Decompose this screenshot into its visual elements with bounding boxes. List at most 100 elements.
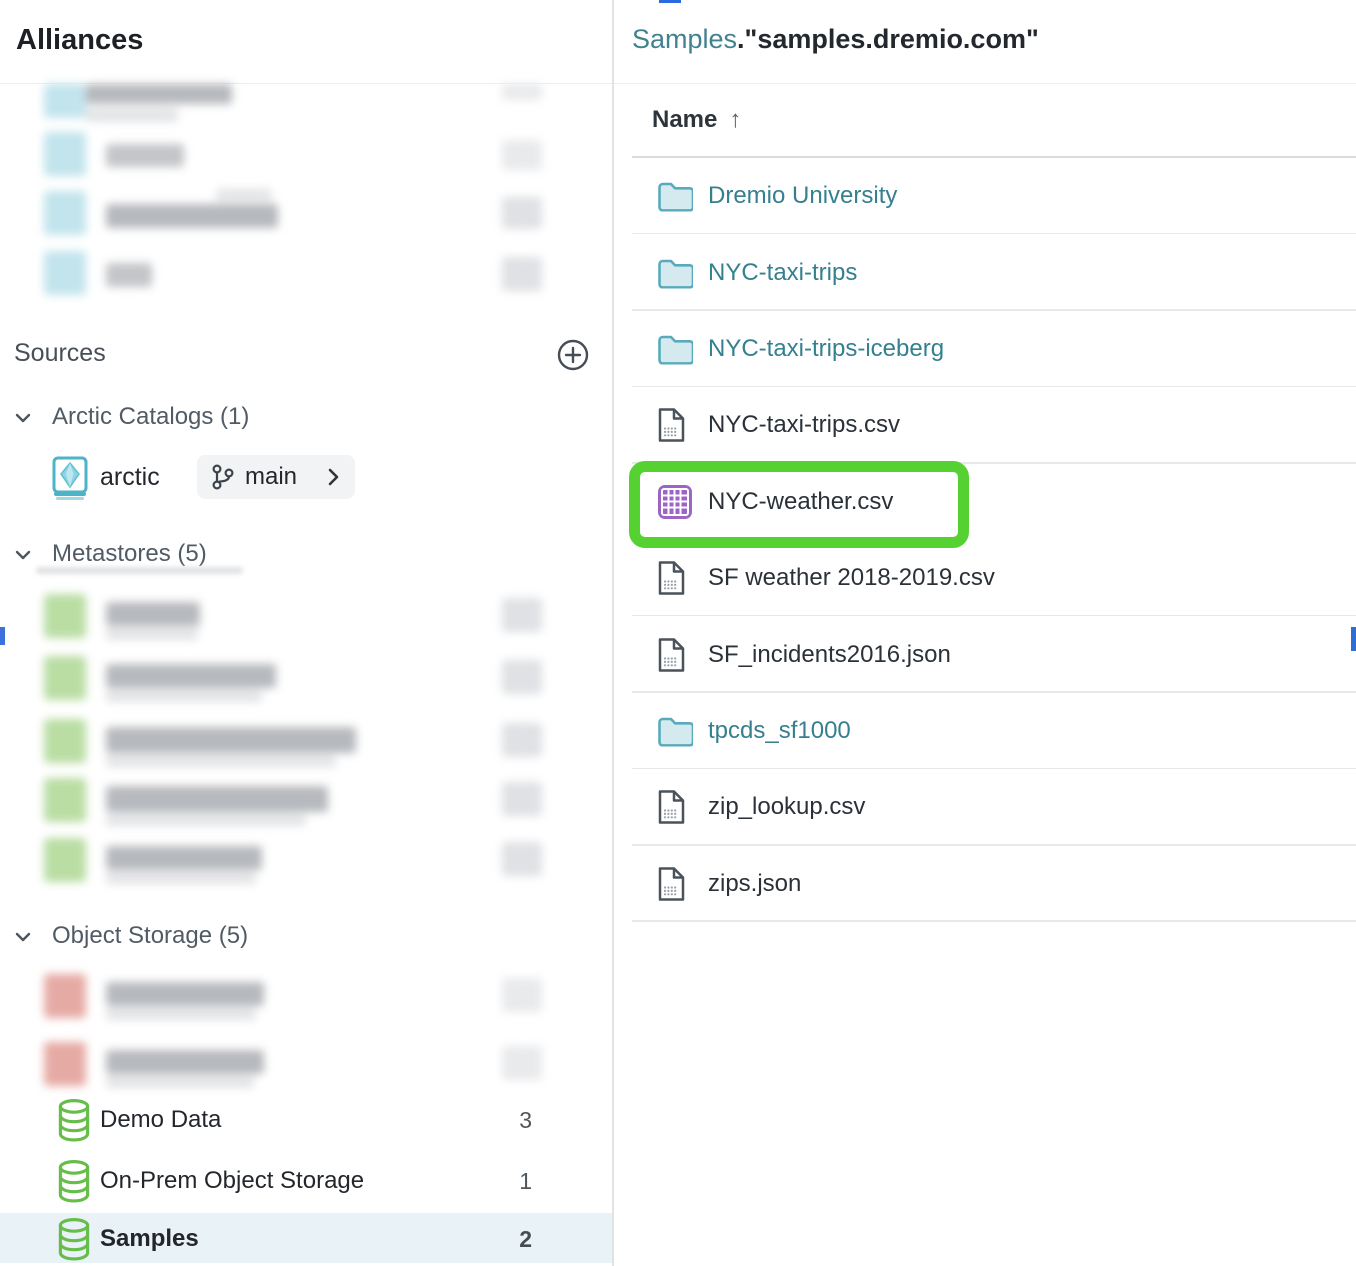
sidebar-item-demo-data[interactable]: Demo Data 3 xyxy=(0,1094,612,1146)
git-branch-icon xyxy=(210,463,236,496)
redacted-metastore-icon xyxy=(44,719,86,763)
redacted-storage-icon xyxy=(44,1042,86,1086)
database-icon xyxy=(56,1159,92,1208)
section-object-storage[interactable]: Object Storage (5) xyxy=(0,917,612,957)
entry-name[interactable]: NYC-taxi-trips-iceberg xyxy=(708,334,945,362)
source-name[interactable]: arctic xyxy=(100,463,160,491)
source-name[interactable]: Demo Data xyxy=(100,1106,222,1133)
sidebar-item-on-prem-object-storage[interactable]: On-Prem Object Storage 1 xyxy=(0,1155,612,1207)
folder-icon xyxy=(656,715,693,747)
book-iceberg-icon xyxy=(50,455,90,506)
redacted-storage-row[interactable] xyxy=(0,972,612,1022)
redacted-underline xyxy=(36,567,243,574)
branch-name: main xyxy=(245,463,298,490)
breadcrumb: Samples."samples.dremio.com" xyxy=(632,24,1039,55)
table-grid-icon xyxy=(656,483,694,521)
redacted-metastore-row[interactable] xyxy=(0,836,612,886)
section-label: Arctic Catalogs (1) xyxy=(52,403,250,430)
redacted-metastore-row[interactable] xyxy=(0,592,612,642)
chevron-down-icon[interactable] xyxy=(12,926,34,953)
redacted-metastore-row[interactable] xyxy=(0,654,612,704)
folder-icon xyxy=(656,181,693,212)
page-title: Alliances xyxy=(16,24,144,56)
top-blue-marker xyxy=(659,0,681,3)
redacted-metastore-icon xyxy=(44,778,86,822)
main-header: Samples."samples.dremio.com" xyxy=(614,0,1356,84)
redacted-metastore-icon xyxy=(44,656,86,700)
redacted-space-icon xyxy=(44,251,86,295)
header-rule xyxy=(632,156,1356,158)
entry-name[interactable]: Dremio University xyxy=(708,182,898,210)
column-header-name[interactable]: Name ↑ xyxy=(652,106,742,133)
entry-name[interactable]: SF weather 2018-2019.csv xyxy=(708,564,995,592)
dataset-count: 3 xyxy=(519,1107,532,1133)
left-blue-marker xyxy=(0,627,5,645)
source-name[interactable]: On-Prem Object Storage xyxy=(100,1167,365,1194)
catalog-panel: Samples."samples.dremio.com" Name ↑ Dremi… xyxy=(614,0,1356,1266)
chevron-down-icon[interactable] xyxy=(12,407,34,434)
entry-name[interactable]: NYC-weather.csv xyxy=(708,487,894,515)
file-icon xyxy=(656,636,687,673)
sidebar: Alliances Sources xyxy=(0,0,612,1266)
table-row[interactable]: SF_incidents2016.json xyxy=(614,616,1356,694)
source-name[interactable]: Samples xyxy=(100,1225,199,1252)
redacted-metastore-row[interactable] xyxy=(0,717,612,767)
table-row[interactable]: zips.json xyxy=(614,846,1356,923)
redacted-space-row[interactable] xyxy=(0,189,612,239)
sidebar-item-arctic[interactable]: arctic main xyxy=(0,455,612,501)
redacted-metastore-row[interactable] xyxy=(0,776,612,826)
redacted-space-row[interactable] xyxy=(0,130,612,180)
redacted-space-icon xyxy=(44,191,86,235)
entry-name[interactable]: SF_incidents2016.json xyxy=(708,640,951,668)
sources-header: Sources xyxy=(14,339,106,367)
database-icon xyxy=(56,1217,92,1266)
redacted-metastore-icon xyxy=(44,838,86,882)
entry-name[interactable]: zip_lookup.csv xyxy=(708,793,866,821)
dataset-count: 2 xyxy=(519,1226,532,1252)
file-icon xyxy=(656,865,687,902)
panel-divider xyxy=(612,0,614,1266)
sidebar-header: Alliances xyxy=(0,0,612,84)
highlight-annotation xyxy=(629,461,969,548)
folder-icon xyxy=(656,257,693,289)
section-label: Object Storage (5) xyxy=(52,922,249,949)
redacted-space-row[interactable] xyxy=(0,249,612,299)
redacted-space-icon xyxy=(44,132,86,176)
entry-name[interactable]: NYC-taxi-trips.csv xyxy=(708,411,901,439)
table-row[interactable]: NYC-taxi-trips-iceberg xyxy=(614,311,1356,388)
sidebar-item-samples[interactable]: Samples 2 xyxy=(0,1213,612,1263)
breadcrumb-path: ."samples.dremio.com" xyxy=(737,24,1039,54)
table-row[interactable]: NYC-taxi-trips xyxy=(614,234,1356,312)
entry-name[interactable]: NYC-taxi-trips xyxy=(708,258,858,286)
folder-icon xyxy=(656,333,693,365)
file-icon xyxy=(656,560,687,597)
branch-picker[interactable]: main xyxy=(197,455,355,499)
file-icon xyxy=(656,789,687,826)
sort-ascending-icon[interactable]: ↑ xyxy=(729,106,742,133)
table-row[interactable]: SF weather 2018-2019.csv xyxy=(614,540,1356,617)
chevron-down-icon[interactable] xyxy=(12,544,34,571)
breadcrumb-source-link[interactable]: Samples xyxy=(632,24,738,54)
table-row[interactable]: tpcds_sf1000 xyxy=(614,693,1356,770)
chevron-right-icon xyxy=(323,465,343,494)
dataset-count: 1 xyxy=(519,1168,532,1194)
table-row[interactable]: NYC-taxi-trips.csv xyxy=(614,387,1356,464)
redacted-storage-row[interactable] xyxy=(0,1040,612,1090)
table-row-highlighted[interactable]: NYC-weather.csv xyxy=(614,464,1356,540)
table-row[interactable]: zip_lookup.csv xyxy=(614,769,1356,846)
section-metastores[interactable]: Metastores (5) xyxy=(0,535,612,575)
section-arctic-catalogs[interactable]: Arctic Catalogs (1) xyxy=(0,398,612,438)
database-icon xyxy=(56,1098,92,1147)
entry-name[interactable]: zips.json xyxy=(708,869,802,897)
redacted-metastore-icon xyxy=(44,594,86,638)
redacted-space-row[interactable] xyxy=(0,84,612,124)
file-icon xyxy=(656,407,687,444)
redacted-space-icon xyxy=(44,84,86,118)
table-row[interactable]: Dremio University xyxy=(614,158,1356,235)
entry-name[interactable]: tpcds_sf1000 xyxy=(708,716,851,744)
plus-circle-icon[interactable] xyxy=(556,338,590,377)
right-blue-marker xyxy=(1351,627,1356,651)
section-label: Metastores (5) xyxy=(52,540,207,567)
redacted-storage-icon xyxy=(44,974,86,1018)
